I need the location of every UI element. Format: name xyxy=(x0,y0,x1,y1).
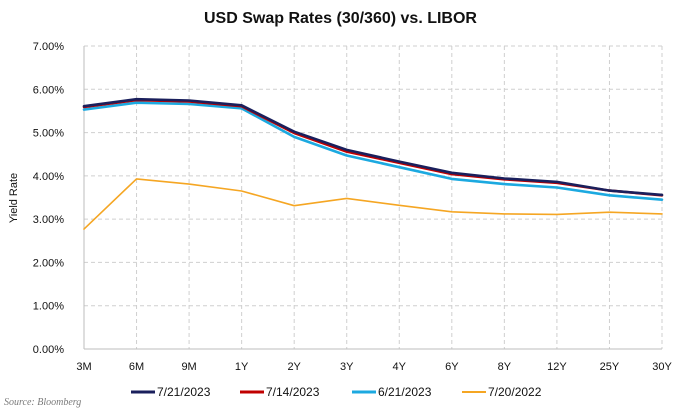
series-line-7-14-2023 xyxy=(82,98,664,197)
x-tick-label: 6M xyxy=(129,361,144,373)
x-tick-label: 3M xyxy=(76,361,91,373)
legend-label: 6/21/2023 xyxy=(378,385,432,399)
series-lines xyxy=(82,97,664,230)
x-tick-label: 4Y xyxy=(393,361,407,373)
x-tick-label: 6Y xyxy=(445,361,459,373)
y-tick-label: 2.00% xyxy=(33,257,64,269)
series-line-6-21-2023 xyxy=(82,101,664,201)
y-tick-label: 0.00% xyxy=(33,344,64,356)
y-tick-label: 4.00% xyxy=(33,171,64,183)
x-tick-label: 30Y xyxy=(652,361,672,373)
y-tick-label: 5.00% xyxy=(33,128,64,140)
x-tick-label: 9M xyxy=(181,361,196,373)
legend-label: 7/14/2023 xyxy=(266,385,320,399)
legend-label: 7/20/2022 xyxy=(488,385,542,399)
y-tick-label: 6.00% xyxy=(33,84,64,96)
series-line-7-20-2022 xyxy=(83,178,663,230)
chart-title: USD Swap Rates (30/360) vs. LIBOR xyxy=(204,10,477,27)
grid-lines xyxy=(84,45,663,349)
y-tick-label: 1.00% xyxy=(33,301,64,313)
y-axis-label: Yield Rate xyxy=(8,173,20,223)
y-tick-label: 7.00% xyxy=(33,41,64,53)
x-tick-label: 1Y xyxy=(235,361,249,373)
x-tick-label: 25Y xyxy=(600,361,620,373)
source-note: Source: Bloomberg xyxy=(4,397,82,408)
x-tick-labels: 3M 6M 9M 1Y 2Y 3Y 4Y 6Y 8Y 12Y 25Y 30Y xyxy=(76,361,672,373)
legend: 7/21/2023 7/14/2023 6/21/2023 7/20/2022 xyxy=(131,385,542,399)
x-tick-label: 8Y xyxy=(498,361,512,373)
axes xyxy=(83,46,662,350)
legend-label: 7/21/2023 xyxy=(157,385,211,399)
y-tick-label: 3.00% xyxy=(33,214,64,226)
x-tick-label: 12Y xyxy=(547,361,567,373)
x-tick-label: 2Y xyxy=(287,361,301,373)
x-tick-label: 3Y xyxy=(340,361,354,373)
series-line-7-21-2023 xyxy=(82,97,664,197)
y-tick-labels: 0.00% 1.00% 2.00% 3.00% 4.00% 5.00% 6.00% 7.00% xyxy=(33,41,64,356)
